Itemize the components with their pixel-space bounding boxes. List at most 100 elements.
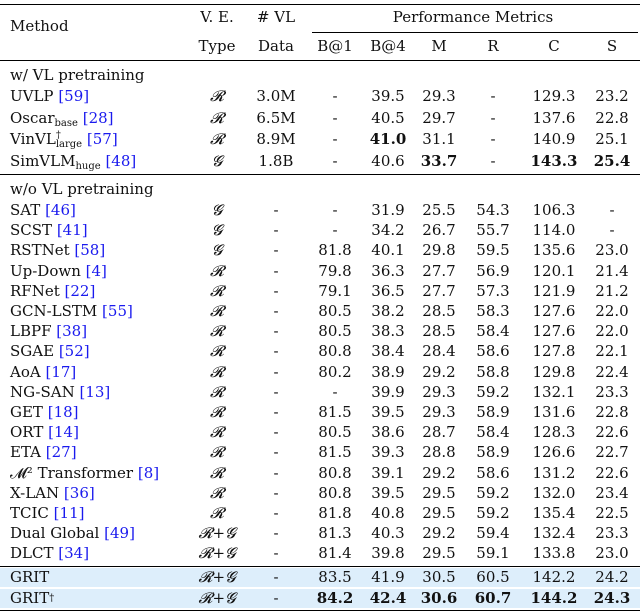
- cell-b1: 80.2: [318, 362, 352, 381]
- cell-s: -: [609, 221, 615, 240]
- cell-vl: -: [273, 221, 279, 240]
- cell-c: 106.3: [532, 201, 576, 219]
- section-without-vl: w/o VL pretraining: [10, 180, 154, 198]
- cell-m: 29.8: [422, 241, 456, 260]
- cell-c: 137.6: [532, 108, 576, 127]
- cell-ve: 𝓡: [209, 423, 224, 442]
- cell-b1: 80.8: [318, 342, 352, 361]
- citation-link[interactable]: [11]: [53, 504, 85, 522]
- method-subscript: large: [55, 139, 83, 150]
- citation-link[interactable]: [41]: [56, 221, 88, 240]
- cell-vl: -: [273, 322, 279, 341]
- citation-link[interactable]: [57]: [86, 130, 118, 148]
- cell-m: 28.5: [422, 322, 456, 341]
- table-row: Up-Down [4] 𝓡 - 79.8 36.3 27.7 56.9 120.1 21.4: [0, 262, 640, 281]
- cell-s: 21.2: [595, 281, 629, 300]
- cell-s: -: [609, 201, 615, 219]
- cell-s: 25.1: [595, 130, 629, 148]
- cell-b1: -: [332, 130, 338, 148]
- cell-c: 144.2: [530, 588, 578, 607]
- cell-ve: 𝓡: [209, 403, 224, 421]
- citation-link[interactable]: [48]: [105, 151, 137, 170]
- cell-vl: -: [273, 382, 279, 401]
- cell-s: 23.2: [595, 87, 629, 105]
- method-name: SAT: [10, 201, 41, 219]
- citation-link[interactable]: [49]: [104, 524, 135, 543]
- cell-c: 142.2: [532, 568, 576, 586]
- cell-ve: 𝓡: [209, 342, 224, 361]
- cell-ve: 𝓡: [209, 463, 224, 482]
- cell-b1: -: [332, 382, 338, 401]
- header-vl-top: # VL: [256, 8, 296, 26]
- cell-m: 29.3: [422, 403, 456, 421]
- citation-link[interactable]: [28]: [82, 108, 114, 127]
- method-name: RFNet: [10, 281, 60, 300]
- cell-ve: 𝓖: [211, 241, 223, 260]
- citation-link[interactable]: [17]: [45, 362, 77, 381]
- cell-b1: 83.5: [318, 568, 352, 586]
- citation-link[interactable]: [8]: [137, 463, 160, 482]
- method-cell: AoA [17]: [10, 363, 76, 382]
- cell-b1: 80.8: [318, 483, 352, 502]
- cell-c: 135.6: [532, 241, 576, 260]
- cell-r: 58.6: [476, 342, 510, 361]
- method-superscript: †: [55, 130, 61, 141]
- table-row: VinVL † large [57] 𝓡 8.9M - 41.0 31.1 - 140.9 25.1: [0, 130, 640, 150]
- cell-m: 29.2: [422, 524, 456, 543]
- cell-m: 29.3: [422, 87, 456, 105]
- cell-c: 140.9: [532, 130, 576, 148]
- table-row: ETA [27] 𝓡 - 81.5 39.3 28.8 58.9 126.6 22.7: [0, 443, 640, 462]
- cell-c: 127.6: [532, 322, 576, 341]
- citation-link[interactable]: [52]: [58, 342, 90, 361]
- citation-link[interactable]: [36]: [63, 483, 95, 502]
- cell-m: 33.7: [420, 151, 458, 170]
- method-name: UVLP: [10, 87, 54, 105]
- citation-link[interactable]: [46]: [45, 201, 76, 219]
- method-superscript: †: [49, 593, 55, 604]
- citation-link[interactable]: [18]: [47, 403, 79, 421]
- cell-r: 55.7: [476, 221, 510, 240]
- cell-vl: -: [273, 483, 279, 502]
- cell-r: 59.2: [476, 483, 510, 502]
- cell-b4: 40.8: [371, 504, 405, 522]
- method-cell: NG-SAN [13]: [10, 383, 110, 402]
- cell-b4: 39.8: [371, 544, 405, 563]
- citation-link[interactable]: [27]: [45, 443, 77, 462]
- cell-s: 22.6: [595, 423, 629, 442]
- citation-link[interactable]: [34]: [58, 544, 90, 563]
- header-rule: [0, 60, 640, 61]
- citation-link[interactable]: [38]: [56, 322, 88, 341]
- method-name: Oscar: [10, 108, 55, 127]
- citation-link[interactable]: [22]: [64, 281, 96, 300]
- citation-link[interactable]: [59]: [58, 87, 90, 105]
- citation-link[interactable]: [14]: [48, 423, 79, 442]
- method-cell: Dual Global [49]: [10, 524, 135, 543]
- cell-r: 60.5: [476, 568, 510, 586]
- table-row: UVLP [59] 𝓡 3.0M - 39.5 29.3 - 129.3 23.2: [0, 87, 640, 106]
- header-metric-2: M: [431, 37, 447, 55]
- cell-r: 59.4: [476, 524, 510, 543]
- method-cell: GCN-LSTM [55]: [10, 302, 133, 321]
- cell-s: 22.5: [595, 504, 629, 522]
- citation-link[interactable]: [58]: [74, 241, 106, 260]
- cell-s: 22.4: [595, 362, 629, 381]
- cell-c: 127.8: [532, 342, 576, 361]
- cell-b4: 39.1: [371, 463, 405, 482]
- header-metric-3: R: [487, 37, 499, 55]
- cell-b1: 81.8: [318, 241, 352, 260]
- method-cell: UVLP [59]: [10, 87, 89, 106]
- method-cell: ETA [27]: [10, 443, 77, 462]
- cell-b1: 80.8: [318, 463, 352, 482]
- citation-link[interactable]: [55]: [102, 302, 133, 320]
- citation-link[interactable]: [13]: [79, 382, 111, 401]
- cell-c: 135.4: [532, 504, 576, 522]
- cell-c: 132.4: [532, 524, 576, 543]
- method-cell: DLCT [34]: [10, 544, 89, 563]
- header-metric-5: S: [606, 37, 618, 55]
- cell-m: 28.5: [422, 302, 456, 320]
- table-row: DLCT [34] 𝓡+𝓖 - 81.4 39.8 29.5 59.1 133.8 23.0: [0, 544, 640, 563]
- table-row: GRIT † 𝓡+𝓖 - 84.2 42.4 30.6 60.7 144.2 24.3: [0, 588, 640, 608]
- cell-vl: 3.0M: [256, 87, 296, 105]
- cell-m: 29.2: [422, 463, 456, 482]
- citation-link[interactable]: [4]: [85, 261, 107, 280]
